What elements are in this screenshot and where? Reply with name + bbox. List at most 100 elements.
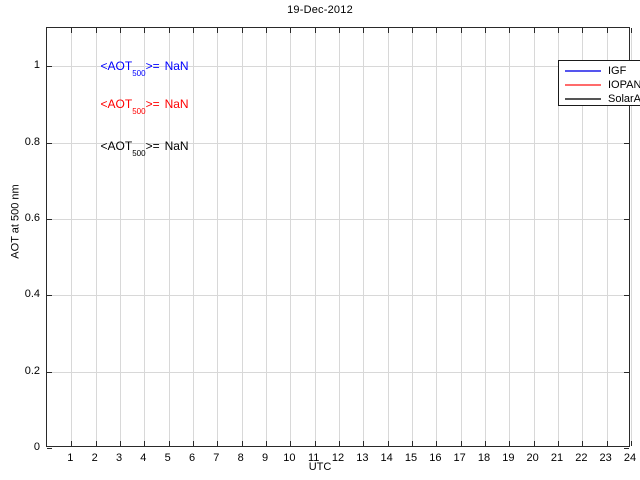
x-tick-top (71, 28, 73, 33)
x-tick-top (363, 28, 365, 33)
annotation-mean-aot: <AOT500>= NaN (101, 97, 189, 116)
annotation-value: NaN (164, 139, 189, 154)
x-tick-top (95, 28, 97, 33)
x-tick (168, 441, 170, 446)
chart-title: 19-Dec-2012 (287, 4, 353, 16)
gridline-vertical (314, 28, 316, 446)
gridline-vertical (460, 28, 462, 446)
x-tick-label: 16 (429, 452, 442, 464)
legend-entry-igf[interactable]: IGF (559, 64, 640, 77)
x-tick (217, 441, 219, 446)
annotation-subscript: 500 (132, 68, 146, 78)
x-tick-top (533, 28, 535, 33)
x-tick (606, 441, 608, 446)
x-tick-label: 7 (213, 452, 220, 464)
annotation-prefix: <AOT (100, 139, 133, 154)
x-tick (363, 441, 365, 446)
gridline-horizontal (47, 295, 629, 297)
y-axis-label: AOT at 500 nm (9, 184, 22, 259)
annotation-suffix: >= (145, 139, 160, 154)
x-tick (387, 441, 389, 446)
annotation-suffix: >= (145, 59, 160, 74)
plot-area: <AOT500>= NaN <AOT500>= NaN <AOT500>= NaN IGF… (46, 27, 640, 449)
legend-line-swatch (565, 83, 601, 86)
x-tick-top (120, 28, 121, 33)
x-tick-top (339, 28, 340, 33)
x-tick-top (217, 28, 219, 33)
gridline-vertical (631, 28, 632, 446)
gridline-horizontal (47, 66, 629, 68)
x-tick-label: 5 (164, 452, 171, 464)
legend-label: IGF (608, 64, 627, 77)
x-tick (631, 441, 632, 446)
x-tick-label: 12 (331, 452, 345, 464)
x-tick-label: 22 (575, 452, 588, 464)
x-tick-top (241, 28, 243, 33)
x-tick-label: 4 (140, 452, 147, 464)
y-tick-right (624, 371, 629, 373)
x-tick (509, 441, 511, 446)
legend-entry-iopan[interactable]: IOPAN (559, 78, 640, 91)
gridline-vertical (485, 28, 486, 446)
gridline-vertical (290, 28, 292, 446)
x-tick-top (436, 28, 438, 33)
annotation-prefix: <AOT (100, 59, 133, 74)
x-tick (290, 441, 292, 446)
x-tick-top (509, 28, 511, 33)
legend-label: SolarAOT (608, 92, 640, 105)
gridline-horizontal (47, 218, 629, 220)
x-tick (193, 441, 194, 446)
y-tick-label: 0.6 (24, 211, 40, 224)
x-tick-top (606, 28, 608, 33)
y-tick (47, 218, 52, 220)
x-tick (144, 441, 146, 446)
gridline-horizontal (47, 142, 629, 144)
x-tick-label: 2 (91, 452, 98, 464)
x-tick-label: 14 (380, 452, 393, 464)
y-tick (47, 142, 52, 144)
x-tick-top (314, 28, 316, 33)
gridline-vertical (387, 28, 389, 446)
y-tick-label: 0.2 (24, 364, 40, 377)
annotation-value: NaN (164, 59, 189, 74)
gridline-vertical (363, 28, 365, 446)
x-tick-label: 15 (404, 452, 418, 464)
gridline-vertical (71, 28, 73, 446)
x-tick-label: 20 (526, 452, 539, 464)
x-tick-label: 8 (237, 452, 244, 464)
x-tick-top (485, 28, 486, 33)
y-tick-right (624, 448, 629, 449)
x-tick-label: 3 (115, 452, 123, 464)
gridline-vertical (582, 28, 584, 446)
x-tick (436, 441, 438, 446)
annotation-value: NaN (164, 97, 189, 112)
x-tick (266, 441, 267, 446)
gridline-vertical (217, 28, 219, 446)
x-tick (412, 441, 413, 446)
gridline-vertical (339, 28, 340, 446)
annotation-subscript: 500 (132, 148, 146, 158)
x-tick-top (387, 28, 389, 33)
legend-box: IGFIOPANSolarAOT (558, 60, 640, 106)
x-tick (339, 441, 340, 446)
annotation-prefix: <AOT (100, 97, 133, 112)
legend-entry-solaraot[interactable]: SolarAOT (559, 92, 640, 105)
x-tick (314, 441, 316, 446)
legend-line-swatch (565, 97, 601, 100)
gridline-horizontal (47, 371, 629, 373)
gridline-vertical (412, 28, 413, 446)
y-tick (47, 448, 52, 449)
x-tick-label: 13 (356, 452, 369, 464)
y-tick (47, 66, 52, 68)
y-tick-label: 0 (33, 441, 40, 453)
x-tick-top (582, 28, 584, 33)
x-tick (533, 441, 535, 446)
gridline-vertical (533, 28, 535, 446)
x-axis-label: UTC (308, 461, 332, 473)
legend-label: IOPAN (608, 78, 640, 91)
x-tick-label: 19 (502, 452, 515, 464)
x-tick-top (631, 28, 632, 33)
x-tick-top (290, 28, 292, 33)
x-tick-top (266, 28, 267, 33)
